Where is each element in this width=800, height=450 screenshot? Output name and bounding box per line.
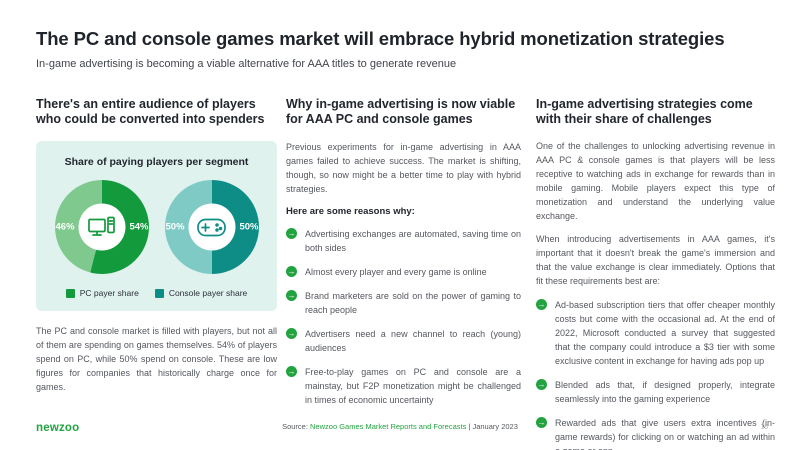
arrow-right-icon: → xyxy=(536,379,547,390)
chart-card: Share of paying players per segment 46% … xyxy=(36,141,277,311)
donut-segment-label: 50% xyxy=(165,221,185,233)
list-item: → Brand marketers are sold on the power … xyxy=(286,289,521,317)
donut-segment-label: 54% xyxy=(129,221,149,233)
list-item: → Advertising exchanges are automated, s… xyxy=(286,227,521,255)
donut-chart-console: 50% 50% xyxy=(164,180,259,274)
legend-label: Console payer share xyxy=(168,288,248,298)
column-heading: There's an entire audience of players wh… xyxy=(36,97,265,126)
chart-legend: PC payer share Console payer share xyxy=(44,288,269,298)
source-line: Source: Newzoo Games Market Reports and … xyxy=(0,422,800,431)
list-item-text: Advertising exchanges are automated, sav… xyxy=(305,229,521,253)
legend-swatch-console xyxy=(154,288,164,298)
list-item-text: Rewarded ads that give users extra incen… xyxy=(555,418,775,450)
list-item: → Ad-based subscription tiers that offer… xyxy=(536,298,775,368)
list-item: → Rewarded ads that give users extra inc… xyxy=(536,416,775,450)
list-item-text: Brand marketers are sold on the power of… xyxy=(305,291,521,315)
arrow-right-icon: → xyxy=(286,266,297,277)
column-challenges: In-game advertising strategies come with… xyxy=(536,97,775,450)
donut-hole xyxy=(78,203,125,251)
source-prefix: Source: xyxy=(282,422,311,431)
source-suffix: | January 2023 xyxy=(466,422,518,431)
list-item: → Almost every player and every game is … xyxy=(286,265,521,279)
column-heading: In-game advertising strategies come with… xyxy=(536,97,753,126)
page-number: 16 xyxy=(760,424,768,431)
legend-item-pc: PC payer share xyxy=(65,288,139,298)
donut-segment-label: 46% xyxy=(55,221,75,233)
arrow-right-icon: → xyxy=(286,366,297,377)
column-audience: There's an entire audience of players wh… xyxy=(36,97,277,394)
arrow-right-icon: → xyxy=(286,228,297,239)
reasons-list: → Advertising exchanges are automated, s… xyxy=(286,227,521,407)
donut-chart-pc: 46% 54% xyxy=(54,180,149,274)
donut-segment-label: 50% xyxy=(239,221,259,233)
column-heading: Why in-game advertising is now viable fo… xyxy=(286,97,516,126)
page-title: The PC and console games market will emb… xyxy=(36,28,725,49)
newzoo-logo: newzoo xyxy=(36,422,80,434)
list-item-text: Advertisers need a new channel to reach … xyxy=(305,329,521,353)
list-lead-in: Here are some reasons why: xyxy=(286,206,415,217)
list-item-text: Ad-based subscription tiers that offer c… xyxy=(555,300,775,366)
arrow-right-icon: → xyxy=(286,290,297,301)
legend-item-console: Console payer share xyxy=(154,288,248,298)
list-item: → Blended ads that, if designed properly… xyxy=(536,378,775,406)
list-item-text: Free-to-play games on PC and console are… xyxy=(305,367,521,405)
gamepad-icon xyxy=(197,217,227,237)
column-paragraph: One of the challenges to unlocking adver… xyxy=(536,141,775,221)
legend-label: PC payer share xyxy=(79,288,139,298)
column-paragraph: When introducing advertisements in AAA g… xyxy=(536,234,775,286)
list-item-text: Blended ads that, if designed properly, … xyxy=(555,380,775,404)
list-item: → Advertisers need a new channel to reac… xyxy=(286,327,521,355)
list-item-text: Almost every player and every game is on… xyxy=(305,267,487,277)
legend-swatch-pc xyxy=(65,288,75,298)
arrow-right-icon: → xyxy=(536,417,547,428)
header: The PC and console games market will emb… xyxy=(36,28,776,70)
column-why-viable: Why in-game advertising is now viable fo… xyxy=(286,97,521,407)
donut-charts: 46% 54% xyxy=(44,180,269,274)
column-body: The PC and console market is filled with… xyxy=(36,326,277,392)
arrow-right-icon: → xyxy=(536,299,547,310)
column-intro: Previous experiments for in-game adverti… xyxy=(286,142,521,194)
arrow-right-icon: → xyxy=(286,328,297,339)
list-item: → Free-to-play games on PC and console a… xyxy=(286,365,521,407)
options-list: → Ad-based subscription tiers that offer… xyxy=(536,298,775,450)
donut-hole xyxy=(188,203,235,251)
chart-title: Share of paying players per segment xyxy=(64,156,249,168)
source-link[interactable]: Newzoo Games Market Reports and Forecast… xyxy=(310,422,467,431)
desktop-icon xyxy=(88,215,116,240)
page-subtitle: In-game advertising is becoming a viable… xyxy=(36,58,457,70)
